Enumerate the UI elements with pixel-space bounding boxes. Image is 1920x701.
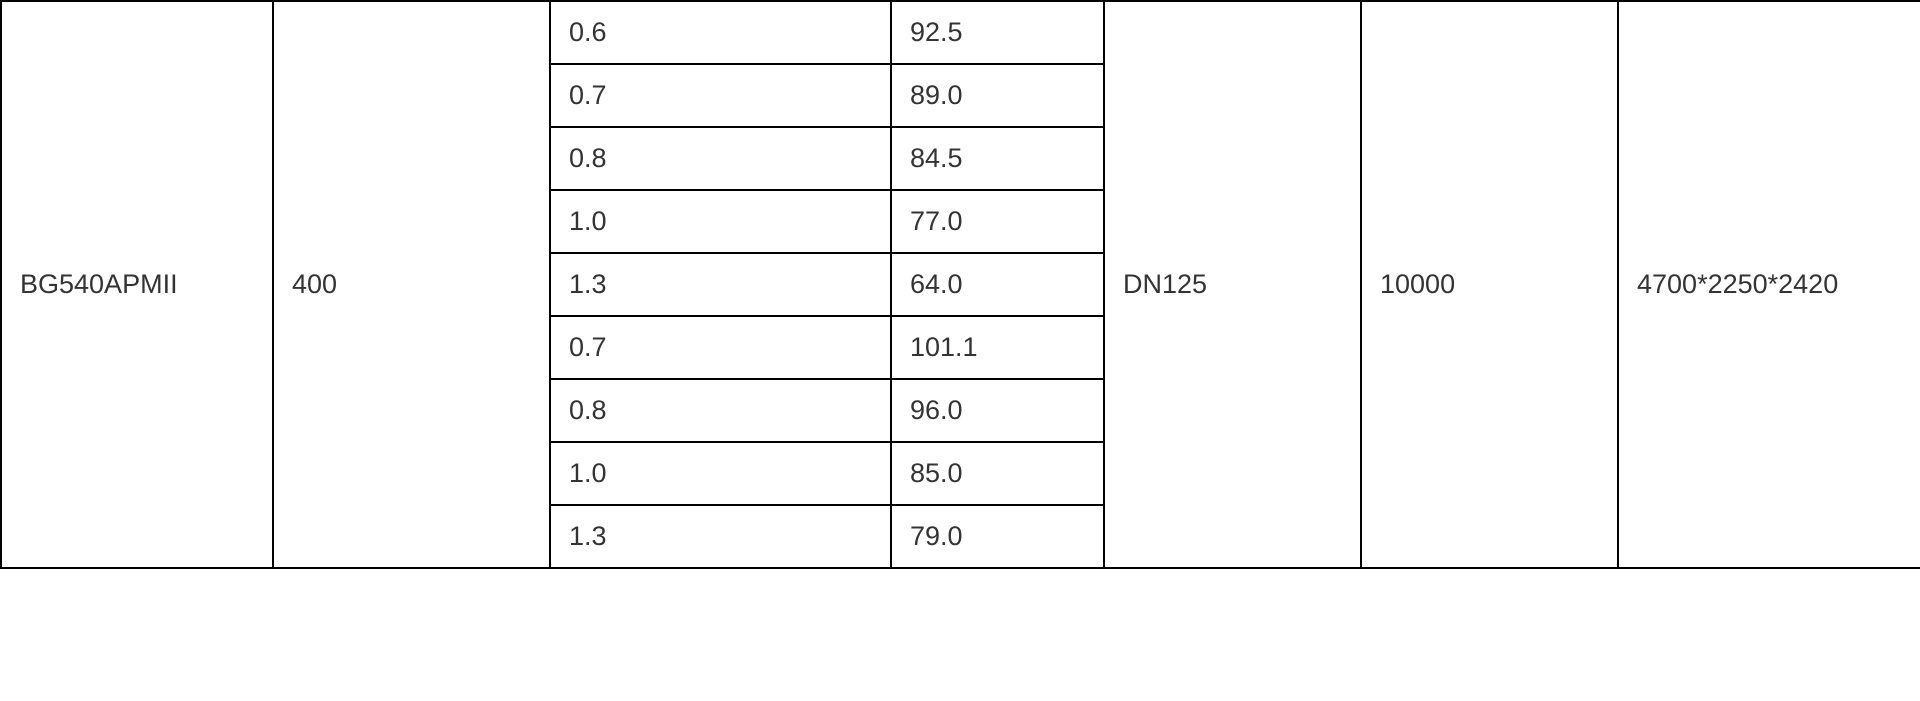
cell-capacity: 79.0 (890, 504, 1105, 569)
cell-capacity: 77.0 (890, 189, 1105, 254)
cell-pressure: 0.7 (549, 63, 892, 128)
cell-capacity: 84.5 (890, 126, 1105, 191)
cell-capacity: 96.0 (890, 378, 1105, 443)
table-row: 0.8 96.0 (1, 378, 1920, 443)
table-row: 1.3 64.0 (1, 252, 1920, 317)
cell-capacity: 92.5 (890, 0, 1105, 65)
table-row: 0.7 101.1 (1, 315, 1920, 380)
cell-pressure: 0.6 (549, 0, 892, 65)
cell-power: 400 (272, 0, 551, 569)
cell-pressure: 1.3 (549, 252, 892, 317)
cell-capacity: 101.1 (890, 315, 1105, 380)
cell-noise: 10000 (1360, 0, 1619, 569)
table-row: BG540APMII 400 0.6 92.5 DN125 10000 4700… (0, 0, 1920, 569)
cell-model: BG540APMII (0, 0, 274, 569)
cell-pressure: 0.7 (549, 315, 892, 380)
table-row: 1.0 77.0 (1, 189, 1920, 254)
cell-capacity: 64.0 (890, 252, 1105, 317)
table-row: 0.7 89.0 (1, 63, 1920, 128)
cell-pressure: 1.0 (549, 189, 892, 254)
cell-pressure: 0.8 (549, 378, 892, 443)
table-row: 0.8 84.5 (1, 126, 1920, 191)
cell-pressure: 1.3 (549, 504, 892, 569)
table-row: 1.0 85.0 (1, 441, 1920, 506)
cell-pressure: 1.0 (549, 441, 892, 506)
table-row: 1.3 79.0 (1, 504, 1920, 569)
cell-capacity: 85.0 (890, 441, 1105, 506)
cell-capacity: 89.0 (890, 63, 1105, 128)
table-body: BG540APMII 400 0.6 92.5 DN125 10000 4700… (0, 0, 1920, 569)
cell-pressure: 0.8 (549, 126, 892, 191)
cell-outlet: DN125 (1103, 0, 1362, 569)
cell-dimensions: 4700*2250*2420 (1617, 0, 1920, 569)
specification-table: BG540APMII 400 0.6 92.5 DN125 10000 4700… (0, 0, 1920, 569)
